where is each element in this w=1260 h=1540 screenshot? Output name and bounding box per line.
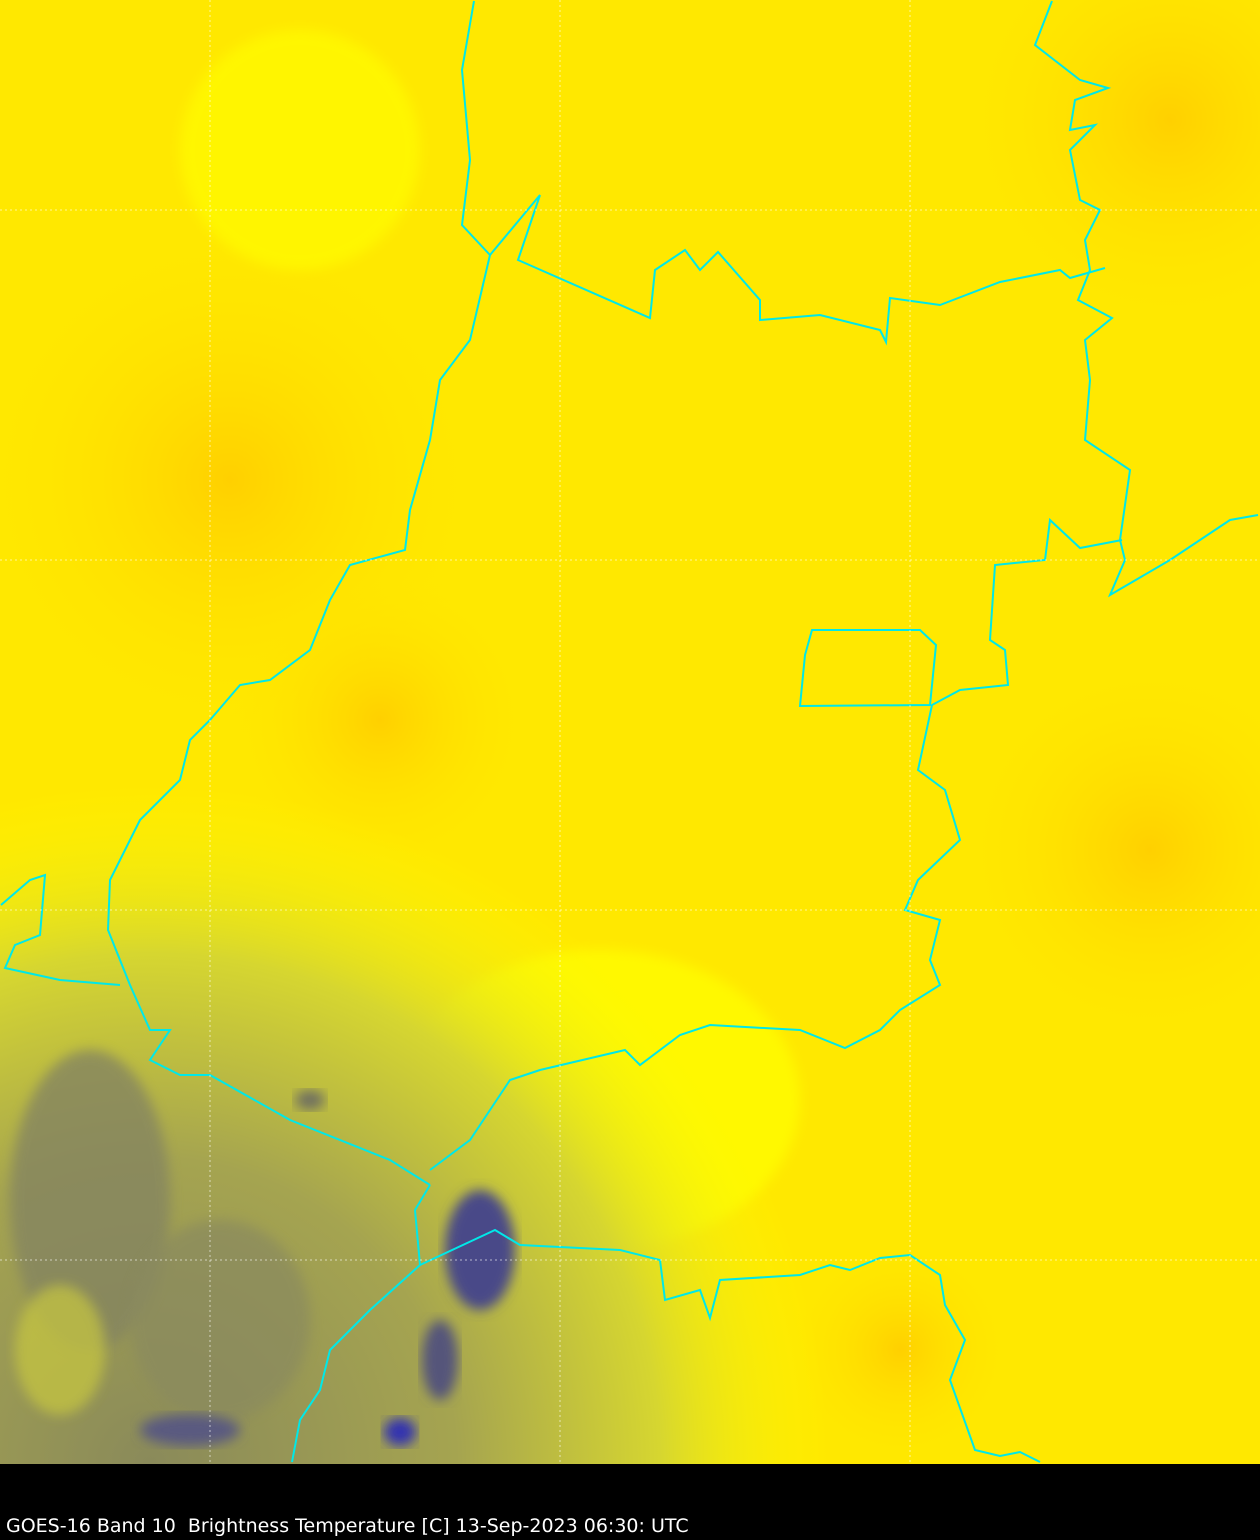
border-line bbox=[419, 1228, 1041, 1463]
border-line bbox=[1033, 0, 1259, 598]
border-line bbox=[0, 873, 121, 986]
political-borders bbox=[0, 0, 1259, 1463]
border-line bbox=[429, 517, 1123, 1171]
cold-cloud-area bbox=[0, 0, 1260, 1464]
border-line bbox=[460, 0, 1106, 346]
border-line bbox=[291, 1184, 431, 1463]
lat-lon-grid bbox=[0, 0, 1260, 1463]
image-caption: GOES-16 Band 10 Brightness Temperature [… bbox=[6, 1515, 689, 1537]
federal-district-border bbox=[798, 629, 938, 708]
border-line bbox=[106, 254, 491, 1186]
brightness-temperature-map bbox=[0, 0, 1260, 1464]
